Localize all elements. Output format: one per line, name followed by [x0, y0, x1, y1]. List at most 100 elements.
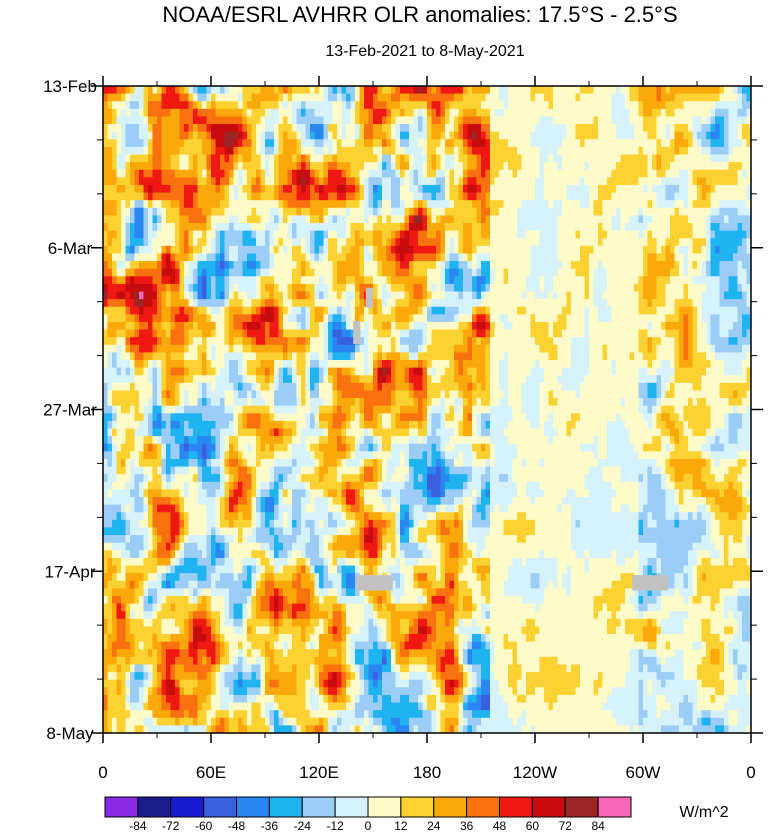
field-cell [503, 283, 509, 293]
field-cell [463, 124, 469, 133]
field-cell [449, 223, 455, 232]
field-cell [481, 238, 487, 247]
field-cell [697, 238, 703, 247]
field-cell [656, 169, 662, 178]
field-cell [400, 276, 406, 285]
field-cell [634, 314, 640, 323]
field-cell [305, 207, 311, 216]
field-cell [683, 261, 689, 270]
field-cell [175, 321, 181, 331]
field-cell [715, 93, 721, 102]
field-cell [566, 223, 572, 232]
field-cell [692, 245, 698, 255]
field-cell [715, 230, 721, 239]
field-cell [179, 200, 185, 209]
field-cell [319, 261, 325, 270]
field-cell [269, 276, 275, 285]
field-cell [517, 139, 523, 148]
field-cell [404, 108, 410, 118]
field-cell [305, 131, 311, 140]
field-cell [436, 124, 442, 133]
field-cell [742, 314, 748, 323]
field-cell [364, 321, 370, 331]
field-cell [656, 184, 662, 194]
field-cell [634, 337, 640, 346]
field-cell [377, 101, 383, 110]
field-cell [467, 192, 473, 201]
field-cell [377, 124, 383, 133]
field-cell [112, 101, 118, 110]
field-cell [413, 124, 419, 133]
field-cell [265, 337, 271, 346]
field-cell [323, 131, 329, 140]
field-cell [418, 329, 424, 338]
field-cell [440, 299, 446, 308]
field-cell [679, 162, 685, 171]
field-cell [139, 321, 145, 331]
field-cell [746, 108, 751, 118]
field-cell [161, 306, 167, 315]
field-cell [746, 146, 751, 156]
field-cell [350, 108, 356, 118]
field-cell [548, 230, 554, 239]
field-cell [112, 344, 118, 354]
field-cell [665, 169, 671, 178]
field-cell [121, 223, 127, 232]
field-cell [494, 314, 500, 323]
field-cell [373, 192, 379, 201]
field-cell [625, 321, 631, 331]
field-cell [202, 261, 208, 270]
field-cell [355, 215, 361, 224]
field-cell [332, 177, 338, 186]
field-cell [233, 329, 239, 338]
field-cell [494, 192, 500, 201]
field-cell [661, 223, 667, 232]
field-cell [220, 238, 226, 247]
field-cell [152, 169, 158, 178]
field-cell [260, 86, 266, 95]
field-cell [310, 337, 316, 346]
field-cell [301, 169, 307, 178]
field-cell [589, 291, 595, 300]
field-cell [724, 146, 730, 156]
field-cell [422, 116, 428, 125]
field-cell [269, 337, 275, 346]
field-cell [728, 169, 734, 178]
field-cell [710, 291, 716, 300]
field-cell [184, 101, 190, 110]
field-cell [652, 314, 658, 323]
field-cell [436, 169, 442, 178]
field-cell [175, 261, 181, 270]
field-cell [197, 337, 203, 346]
field-cell [670, 321, 676, 331]
field-cell [422, 276, 428, 285]
field-cell [260, 329, 266, 338]
field-cell [116, 184, 122, 194]
field-cell [251, 108, 257, 118]
field-cell [611, 329, 617, 338]
field-cell [701, 192, 707, 201]
field-cell [170, 93, 176, 102]
field-cell [584, 200, 590, 209]
field-cell [386, 245, 392, 255]
field-cell [557, 238, 563, 247]
field-cell [341, 177, 347, 186]
field-cell [580, 291, 586, 300]
field-cell [220, 200, 226, 209]
field-cell [616, 291, 622, 300]
field-cell [332, 86, 338, 95]
field-cell [598, 207, 604, 216]
field-cell [742, 268, 748, 277]
field-cell [143, 215, 149, 224]
field-cell [715, 268, 721, 277]
field-cell [386, 314, 392, 323]
field-cell [440, 86, 446, 95]
field-cell [341, 306, 347, 315]
field-cell [607, 207, 613, 216]
field-cell [530, 261, 536, 270]
field-cell [634, 261, 640, 270]
field-cell [656, 299, 662, 308]
field-cell [134, 177, 140, 186]
field-cell [485, 162, 491, 171]
field-cell [526, 86, 532, 95]
